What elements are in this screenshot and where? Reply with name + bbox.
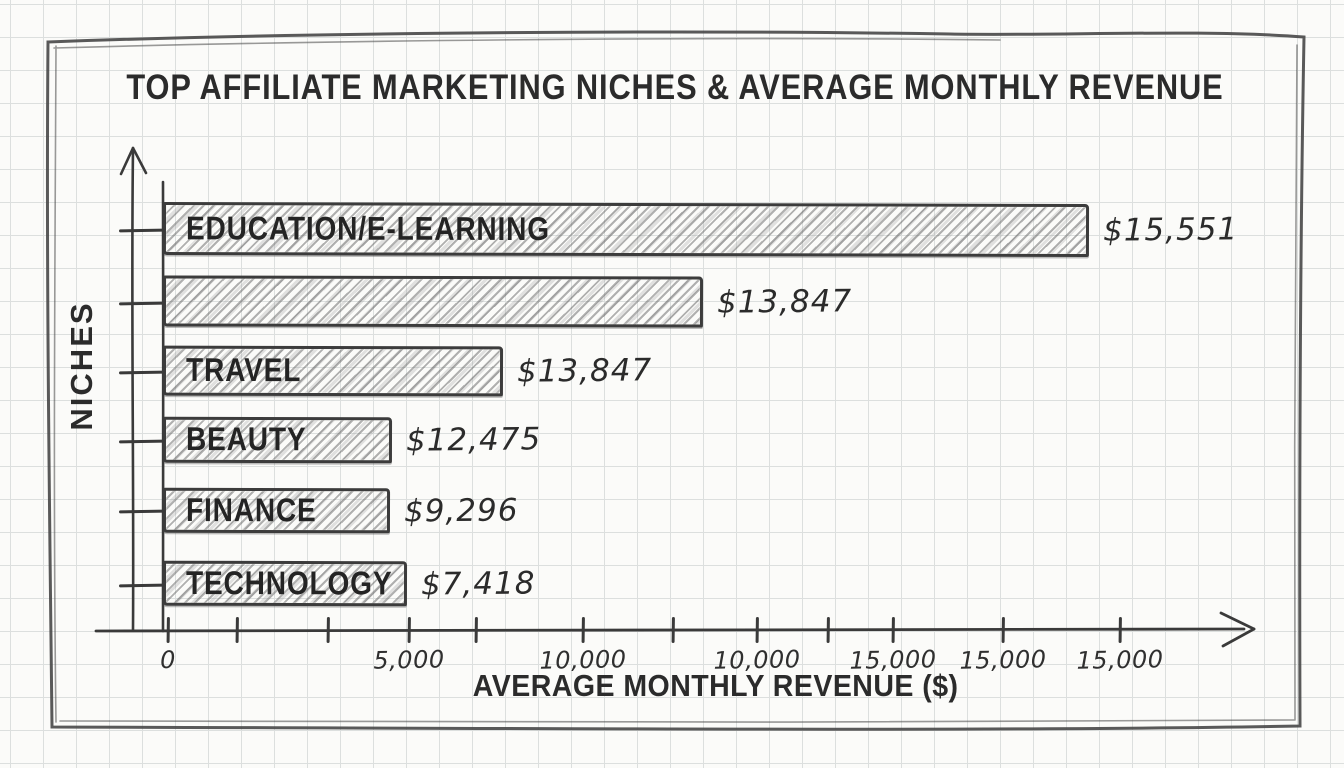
bar-value-label: $13,847: [716, 282, 853, 321]
y-axis-tick: [118, 583, 166, 587]
bar-value-label: $13,847: [516, 352, 653, 390]
bar-category-label: FINANCE: [185, 490, 317, 528]
bar-finance: FINANCE: [162, 487, 391, 534]
x-axis-tick: [671, 616, 675, 644]
x-axis-title: AVERAGE MONTHLY REVENUE ($): [472, 668, 959, 703]
x-axis-tick: [826, 616, 830, 644]
bar-technology: TECHNOLOGY: [162, 560, 408, 607]
bar-beauty: BEAUTY: [162, 416, 393, 464]
x-axis-tick-label: 0: [159, 645, 177, 675]
bar-category-label: BEAUTY: [185, 420, 307, 458]
x-axis-tick: [1118, 616, 1122, 644]
bar-value-label: $15,551: [1102, 210, 1239, 249]
y-axis-tick: [118, 228, 166, 232]
x-axis-tick-label: 10,000: [713, 645, 801, 675]
x-axis-tick-label: 5,000: [373, 645, 445, 675]
x-axis-tick: [1001, 616, 1005, 644]
x-axis-tick-label: 15,000: [849, 645, 937, 675]
x-axis-tick-label: 15,000: [1076, 645, 1164, 675]
bar-education-e-learning: EDUCATION/E-LEARNING: [162, 202, 1090, 257]
x-axis-tick-label: 15,000: [959, 645, 1047, 675]
x-axis-tick: [326, 616, 330, 644]
y-axis-tick: [118, 509, 166, 513]
x-axis-line: [94, 611, 1256, 648]
bar-category-label: EDUCATION/E-LEARNING: [185, 208, 551, 247]
chart-title: TOP AFFILIATE MARKETING NICHES & AVERAGE…: [126, 68, 1224, 107]
x-axis-tick-label: 10,000: [539, 645, 627, 675]
bar-travel: TRAVEL: [162, 345, 504, 397]
bar-category-label: TECHNOLOGY: [185, 563, 393, 601]
x-axis-tick: [166, 616, 170, 644]
x-axis-tick: [235, 616, 239, 644]
bar-category-label: TRAVEL: [185, 350, 302, 389]
bar-value-label: $9,296: [403, 491, 519, 530]
bar-unlabeled: [162, 275, 704, 328]
bar-value-label: $12,475: [405, 421, 542, 459]
bar-value-label: $7,418: [420, 564, 536, 603]
y-axis-title: NICHES: [64, 301, 99, 431]
x-axis-tick: [407, 616, 411, 644]
x-axis-tick: [581, 616, 585, 644]
y-axis-tick: [118, 439, 166, 443]
y-axis-line: [119, 146, 148, 632]
x-axis-tick: [891, 616, 895, 644]
x-axis-tick: [474, 616, 478, 644]
x-axis-tick: [755, 616, 759, 644]
y-axis-tick: [118, 370, 166, 374]
y-axis-tick: [118, 301, 166, 305]
